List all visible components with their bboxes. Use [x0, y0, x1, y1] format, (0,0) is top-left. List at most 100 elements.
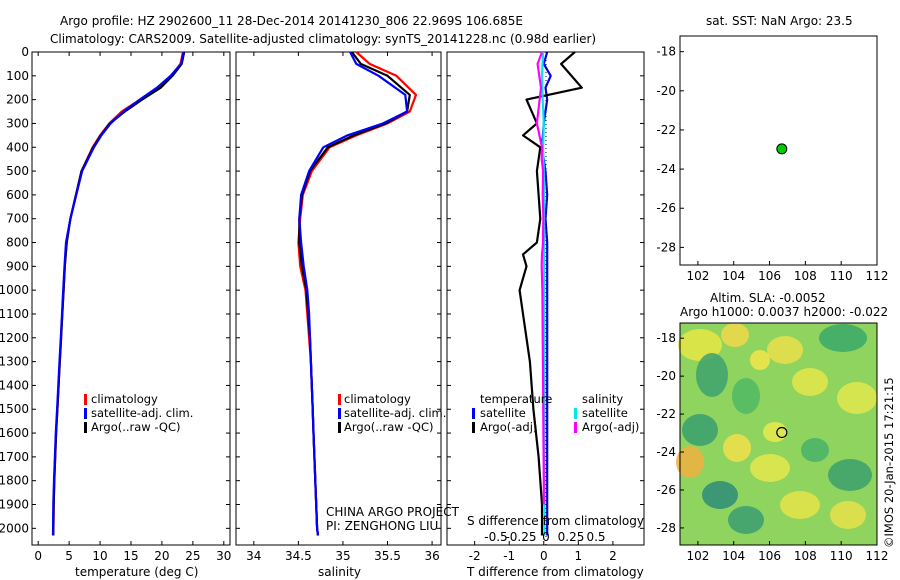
- salinity-legend: climatology satellite-adj. clim. Argo(..…: [338, 392, 446, 434]
- legend-title-temperature: temperature: [480, 392, 552, 406]
- x-tick-label: 30: [216, 549, 231, 563]
- legend-swatch-climatology: [84, 394, 87, 405]
- sla-map-ticks: 102 104 106 108 110 112 -18 -20 -22 -24 -26 -28: [656, 331, 888, 563]
- salinity-axes: [235, 51, 442, 546]
- sla-field-patch: [792, 368, 828, 396]
- legend-swatch-argo: [84, 422, 87, 433]
- sst-map-ticks: 102 104 106 108 110 112 -18 -20 -22 -24 -26 -28: [656, 45, 888, 283]
- legend-label: Argo(..raw -QC): [91, 420, 181, 434]
- map-y-label: -20: [656, 369, 676, 383]
- map-y-label: -26: [656, 483, 676, 497]
- x-tick-label: 25: [185, 549, 200, 563]
- map-x-label: 106: [758, 549, 781, 563]
- temperature-x-ticks: 0 5 10 15 20 25 30: [34, 52, 231, 563]
- sla-field-patch: [763, 422, 787, 442]
- x-tick-label: 2: [609, 549, 617, 563]
- t-difference-label: T difference from climatology: [466, 565, 644, 579]
- series-line-3: [535, 51, 545, 505]
- map-x-label: 102: [686, 269, 709, 283]
- sla-field-patch: [750, 350, 770, 370]
- map-y-label: -18: [656, 45, 676, 59]
- depth-tick-label: 1400: [0, 378, 29, 392]
- legend-label: satellite: [582, 406, 628, 420]
- sla-field-patch: [830, 501, 866, 529]
- legend-swatch-sal-argo: [574, 422, 577, 433]
- legend-swatch-temp-satellite: [472, 408, 475, 419]
- legend-label: climatology: [91, 392, 158, 406]
- map-y-label: -20: [656, 84, 676, 98]
- x-tick-label: 1: [575, 549, 583, 563]
- x-tick-label: 35.5: [374, 549, 401, 563]
- legend-label: satellite-adj. clim.: [91, 406, 193, 420]
- depth-tick-label: 200: [6, 93, 29, 107]
- depth-tick-labels: 0 100 200 300 400 500 600 700 800 900 1000 1100 1200…: [0, 45, 644, 535]
- salinity-x-ticks: 34 34.5 35 35.5 36: [246, 52, 440, 563]
- sla-field-patch: [819, 324, 867, 352]
- map-x-label: 112: [866, 549, 889, 563]
- salinity-series: [297, 51, 418, 536]
- series-line-2: [298, 51, 409, 536]
- legend-title-salinity: salinity: [582, 392, 623, 406]
- depth-tick-label: 100: [6, 69, 29, 83]
- temperature-xlabel: temperature (deg C): [75, 565, 198, 579]
- depth-tick-label: 1300: [0, 355, 29, 369]
- legend-swatch-sal-satellite: [574, 408, 577, 419]
- x-tick-label: 36: [424, 549, 439, 563]
- sla-field-patch: [767, 336, 803, 364]
- legend-label: Argo(..raw -QC): [344, 420, 434, 434]
- x-tick-label: 10: [92, 549, 107, 563]
- map-x-label: 108: [794, 549, 817, 563]
- s-tick-label: 0.25: [558, 530, 585, 544]
- sla-field-patch: [702, 481, 738, 509]
- depth-tick-label: 1900: [0, 498, 29, 512]
- map-y-label: -24: [656, 162, 676, 176]
- x-tick-label: 15: [123, 549, 138, 563]
- sla-field-patch: [682, 414, 718, 446]
- map-y-label: -18: [656, 331, 676, 345]
- map-x-label: 110: [830, 549, 853, 563]
- sla-field-patch: [828, 459, 872, 491]
- credit-text: ©IMOS 20-Jan-2015 17:21:15: [882, 377, 896, 548]
- temperature-legend: climatology satellite-adj. clim. Argo(..…: [84, 392, 193, 434]
- s-tick-label: -0.5: [484, 530, 507, 544]
- legend-label: satellite: [480, 406, 526, 420]
- legend-label: climatology: [344, 392, 411, 406]
- x-tick-label: -1: [503, 549, 515, 563]
- depth-tick-label: 1100: [0, 307, 29, 321]
- sla-field-patch: [721, 323, 749, 347]
- temperature-series: [51, 51, 186, 536]
- sla-field-patch: [837, 382, 877, 414]
- sla-map-axes: [679, 322, 878, 546]
- depth-tick-label: 1700: [0, 450, 29, 464]
- depth-tick-label: 700: [6, 212, 29, 226]
- s-tick-label: 0: [542, 530, 550, 544]
- legend-swatch-satellite: [84, 408, 87, 419]
- map-x-label: 102: [686, 549, 709, 563]
- map-x-label: 106: [758, 269, 781, 283]
- legend-swatch-temp-argo: [472, 422, 475, 433]
- difference-series: [518, 51, 583, 536]
- depth-tick-label: 1500: [0, 402, 29, 416]
- sla-field-patch: [732, 378, 760, 414]
- map-x-label: 104: [722, 269, 745, 283]
- depth-tick-label: 1600: [0, 426, 29, 440]
- map-y-label: -22: [656, 123, 676, 137]
- header-line1: Argo profile: HZ 2902600_11 28-Dec-2014 …: [60, 14, 523, 28]
- s-difference-ticks: -0.5-0.25 0 0.25 0.5: [484, 530, 605, 544]
- series-line-0: [540, 51, 552, 536]
- map-y-label: -28: [656, 240, 676, 254]
- depth-tick-label: 400: [6, 140, 29, 154]
- series-line-0: [52, 51, 185, 536]
- legend-label: Argo(-adj): [582, 420, 639, 434]
- series-line-2: [51, 51, 185, 536]
- x-tick-label: 5: [65, 549, 73, 563]
- legend-label: satellite-adj. clim.: [344, 406, 446, 420]
- series-line-1: [52, 51, 186, 536]
- series-line-1: [518, 51, 583, 536]
- x-tick-label: 20: [154, 549, 169, 563]
- map-x-label: 112: [866, 269, 889, 283]
- map-x-label: 110: [830, 269, 853, 283]
- sla-field-patch: [780, 491, 820, 519]
- depth-tick-label: 1000: [0, 283, 29, 297]
